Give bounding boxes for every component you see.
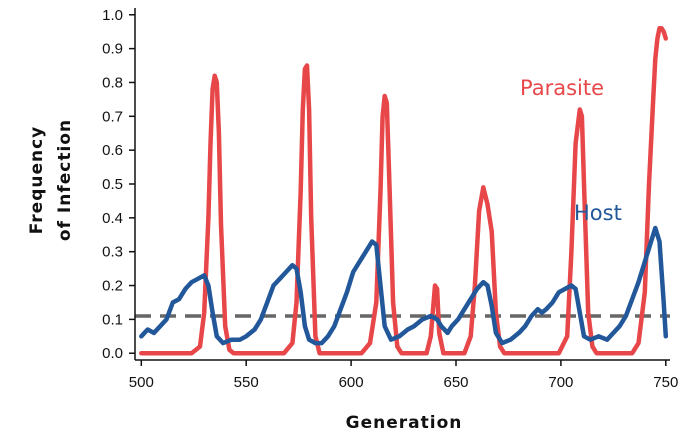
x-tick-label: 600: [339, 374, 364, 391]
x-tick-label: 500: [129, 374, 154, 391]
x-axis-title: Generation: [346, 413, 463, 433]
parasite-series-line: [139, 26, 669, 356]
y-axis-title-line-2: of Infection: [55, 119, 75, 241]
host-series-line: [139, 225, 669, 346]
y-tick-label: 0.8: [102, 74, 123, 91]
x-tick-label: 750: [653, 374, 678, 391]
y-tick-label: 0.5: [102, 176, 123, 193]
y-axis-title-line-1: Frequency: [27, 126, 47, 235]
plot-area: [135, 26, 670, 356]
y-tick-label: 0.9: [102, 41, 123, 58]
host-series-label: Host: [574, 201, 622, 225]
y-tick-label: 0.3: [102, 244, 123, 261]
x-tick-label: 650: [443, 374, 468, 391]
x-tick-label: 700: [548, 374, 573, 391]
x-tick-label: 550: [234, 374, 259, 391]
y-tick-label: 0.4: [102, 210, 123, 227]
y-tick-label: 1.0: [102, 7, 123, 24]
parasite-series-label: Parasite: [520, 76, 604, 100]
y-tick-label: 0.7: [102, 108, 123, 125]
y-tick-label: 0.6: [102, 142, 123, 159]
y-tick-label: 0.2: [102, 278, 123, 295]
y-axis-ticks: 0.0 0.1 0.2 0.3 0.4 0.5 0.6 0.7 0.8 0.9 1.0: [102, 7, 135, 362]
y-tick-label: 0.1: [102, 311, 123, 328]
y-tick-label: 0.0: [102, 345, 123, 362]
x-axis-ticks: 500 550 600 650 700 750: [129, 360, 678, 391]
